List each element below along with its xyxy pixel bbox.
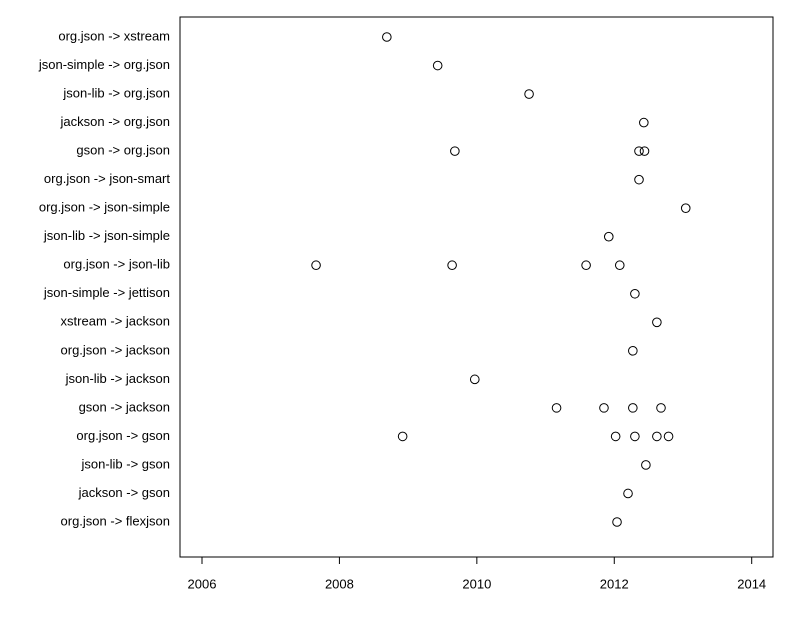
point: [680, 203, 691, 213]
y-category-label: org.json -> flexjson: [61, 513, 170, 528]
y-category-label: org.json -> json-smart: [44, 171, 170, 186]
point: [581, 260, 591, 271]
point: [623, 488, 633, 499]
y-category-label: json-lib -> gson: [80, 456, 170, 471]
y-category-label: json-lib -> org.json: [62, 85, 170, 100]
point: [610, 431, 621, 442]
point: [630, 288, 640, 299]
x-tick-label: 2006: [188, 576, 217, 591]
point: [656, 403, 666, 413]
point: [630, 431, 640, 442]
point: [628, 346, 638, 356]
point: [524, 89, 534, 99]
y-category-label: org.json -> xstream: [58, 28, 170, 43]
y-category-label: org.json -> gson: [76, 428, 170, 443]
y-category-label: gson -> org.json: [76, 143, 170, 158]
point: [652, 317, 662, 328]
point: [447, 260, 457, 271]
point: [599, 403, 609, 413]
y-category-label: gson -> jackson: [79, 399, 170, 414]
point: [641, 460, 651, 470]
x-tick-label: 2012: [600, 576, 629, 591]
point: [634, 174, 644, 185]
point: [663, 431, 674, 442]
y-category-label: jackson -> org.json: [60, 114, 170, 129]
point: [614, 260, 625, 271]
y-category-label: json-lib -> json-simple: [43, 228, 170, 243]
point: [382, 32, 392, 42]
point: [612, 517, 622, 527]
y-category-label: json-simple -> jettison: [43, 285, 170, 300]
y-category-label: org.json -> json-lib: [63, 257, 170, 272]
point: [639, 117, 649, 128]
y-category-label: xstream -> jackson: [61, 314, 170, 329]
x-tick-label: 2014: [737, 576, 766, 591]
point: [311, 260, 321, 271]
plot-frame: [179, 16, 774, 558]
y-category-label: org.json -> jackson: [61, 342, 170, 357]
y-category-label: json-simple -> org.json: [38, 57, 170, 72]
point: [397, 431, 408, 442]
point: [432, 60, 443, 71]
y-category-label: jackson -> gson: [78, 485, 170, 500]
point: [652, 431, 662, 442]
x-tick-label: 2008: [325, 576, 354, 591]
point: [603, 231, 614, 242]
point: [639, 146, 650, 156]
x-tick-label: 2010: [462, 576, 491, 591]
point: [450, 146, 460, 156]
y-category-label: org.json -> json-simple: [39, 200, 170, 215]
point: [628, 403, 638, 413]
y-category-label: json-lib -> jackson: [65, 371, 170, 386]
point: [634, 146, 644, 156]
point: [551, 403, 562, 413]
point: [469, 374, 480, 385]
